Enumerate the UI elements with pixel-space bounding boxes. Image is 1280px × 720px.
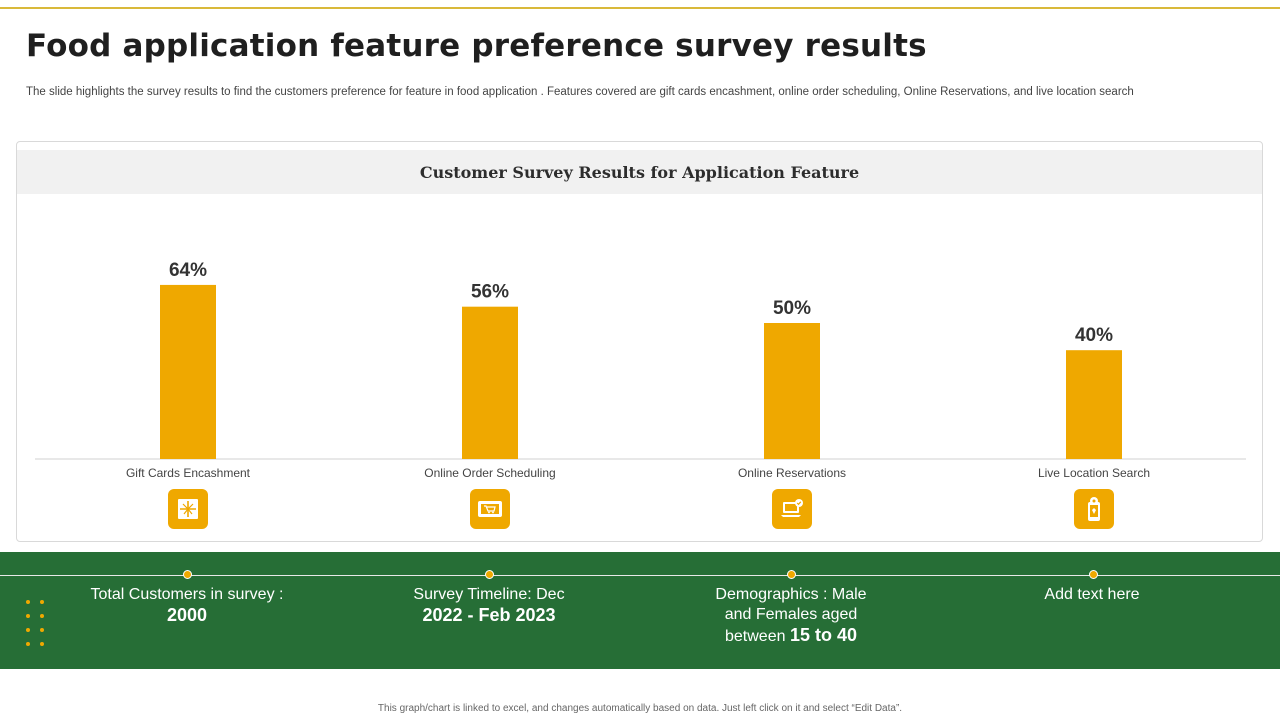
category-label: Live Location Search xyxy=(1038,466,1150,480)
category-label: Online Reservations xyxy=(738,466,846,480)
data-label: 40% xyxy=(1075,325,1113,346)
summary-band: Total Customers in survey : 2000 Survey … xyxy=(0,552,1280,669)
stat-placeholder: Add text here xyxy=(992,585,1192,605)
stat-text: Add text here xyxy=(1044,586,1140,603)
stat-text: Demographics : Male and Females aged bet… xyxy=(715,586,867,645)
bar xyxy=(160,284,216,459)
decorative-dots-icon xyxy=(26,600,48,650)
category-label: Online Order Scheduling xyxy=(424,466,555,480)
location-phone-icon xyxy=(1074,489,1114,529)
stat-total-customers: Total Customers in survey : 2000 xyxy=(87,585,287,627)
chart-title: Customer Survey Results for Application … xyxy=(419,162,860,182)
stat-demographics: Demographics : Male and Females aged bet… xyxy=(711,585,871,647)
bar-chart: 64% Gift Cards Encashment 56% Online Order … xyxy=(35,260,1246,480)
chart-header: Customer Survey Results for Application … xyxy=(17,150,1262,194)
page-subtitle: The slide highlights the survey results … xyxy=(26,86,1134,98)
timeline-dot xyxy=(787,570,796,579)
stat-value: 2000 xyxy=(166,605,208,625)
stat-value: 2022 - Feb 2023 xyxy=(422,605,556,625)
stat-survey-timeline: Survey Timeline: Dec 2022 - Feb 2023 xyxy=(399,585,579,627)
timeline-dot xyxy=(485,570,494,579)
data-label: 64% xyxy=(169,260,207,281)
top-rule xyxy=(0,7,1280,9)
online-order-icon xyxy=(470,489,510,529)
stat-value: 15 to 40 xyxy=(789,625,857,645)
footnote: This graph/chart is linked to excel, and… xyxy=(377,703,903,714)
reservation-laptop-icon xyxy=(772,489,812,529)
page-title: Food application feature preference surv… xyxy=(26,28,927,64)
data-label: 56% xyxy=(471,282,509,303)
gift-card-icon xyxy=(168,489,208,529)
bar xyxy=(764,323,820,459)
category-label: Gift Cards Encashment xyxy=(126,466,251,480)
bar xyxy=(462,306,518,459)
stat-text: Total Customers in survey : xyxy=(90,586,284,603)
data-label: 50% xyxy=(773,298,811,319)
stat-text: Survey Timeline: Dec xyxy=(413,586,565,603)
timeline-dot xyxy=(1089,570,1098,579)
timeline-line xyxy=(0,575,1280,576)
chart-card: Customer Survey Results for Application … xyxy=(16,141,1263,542)
bar xyxy=(1066,350,1122,459)
timeline-dot xyxy=(183,570,192,579)
